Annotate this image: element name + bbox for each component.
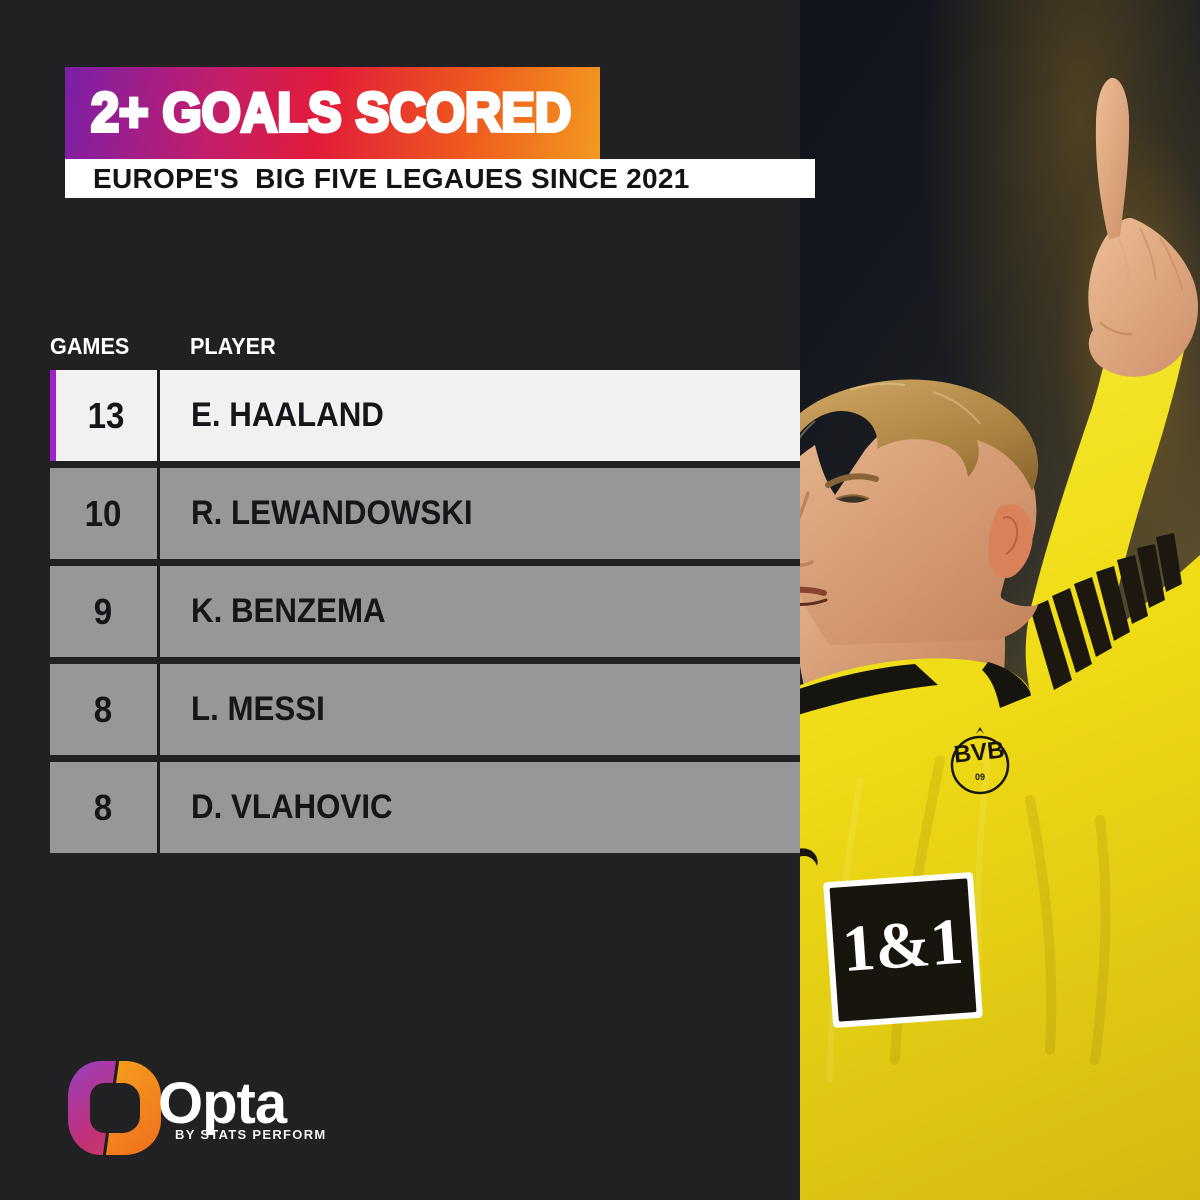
svg-text:BVB: BVB: [953, 736, 1006, 768]
svg-text:09: 09: [975, 772, 985, 782]
svg-text:1&1: 1&1: [840, 905, 966, 986]
